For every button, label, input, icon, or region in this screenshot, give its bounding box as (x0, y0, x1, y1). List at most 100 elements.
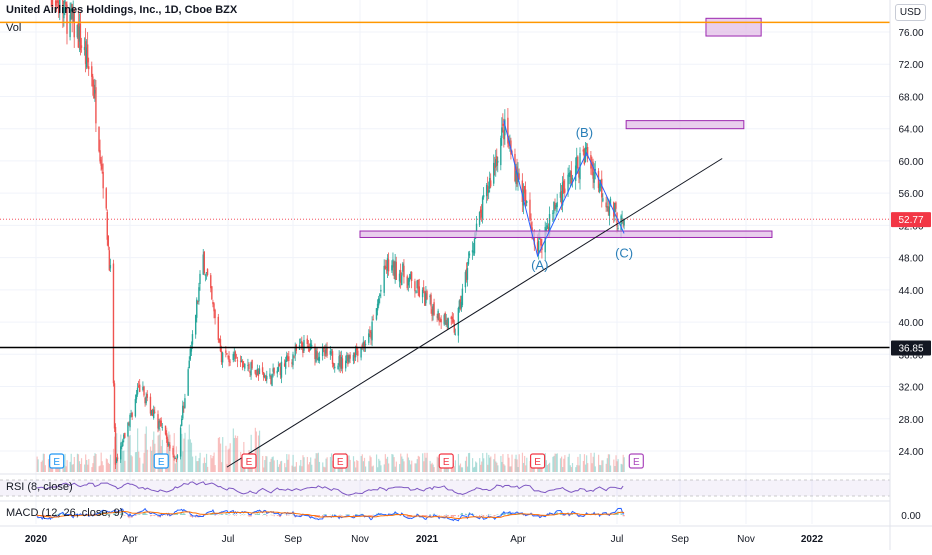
volume-bar (45, 465, 46, 472)
candle-body (205, 275, 206, 276)
volume-bar (299, 466, 300, 472)
earnings-marker-icon[interactable]: E (531, 454, 545, 468)
candle-body (433, 302, 434, 315)
candle-body (430, 295, 431, 307)
candle-body (500, 138, 501, 165)
volume-bar (230, 443, 231, 472)
price-badge-label: 36.85 (898, 343, 923, 354)
volume-bar (144, 453, 145, 472)
y-tick-label: 28.00 (898, 415, 923, 426)
volume-bar (595, 466, 596, 472)
volume-bar (519, 454, 520, 472)
trend-line[interactable] (227, 159, 722, 468)
volume-bar (590, 453, 591, 472)
volume-bar (124, 461, 125, 472)
volume-bar (462, 467, 463, 472)
earnings-marker-icon[interactable]: E (242, 454, 256, 468)
candle-body (601, 179, 602, 198)
volume-bar (548, 464, 549, 472)
volume-bar (365, 466, 366, 472)
candle-body (235, 352, 236, 359)
volume-bar (279, 464, 280, 472)
price-zone[interactable] (706, 18, 761, 36)
x-tick-label: Nov (737, 534, 755, 545)
volume-bar (109, 464, 110, 472)
macd-histogram-bar (182, 514, 183, 515)
y-tick-label: 24.00 (898, 447, 923, 458)
macd-histogram-bar (293, 514, 294, 515)
earnings-marker-icon[interactable]: E (154, 454, 168, 468)
volume-bar (377, 467, 378, 472)
candle-body (378, 298, 379, 305)
volume-bar (490, 456, 491, 472)
earnings-marker-icon[interactable]: E (629, 454, 643, 468)
macd-histogram-bar (624, 515, 625, 516)
volume-bar (99, 466, 100, 472)
volume-bar (618, 459, 619, 472)
x-tick-label: Sep (671, 534, 689, 545)
volume-bar (403, 461, 404, 472)
macd-histogram-bar (174, 514, 175, 515)
candle-body (281, 362, 282, 378)
candle-body (244, 364, 245, 369)
candle-body (189, 361, 190, 369)
volume-bar (607, 458, 608, 472)
volume-bar (177, 459, 178, 472)
volume-bar (169, 435, 170, 472)
earnings-marker-letter: E (53, 457, 60, 468)
wave-label: (A) (531, 258, 548, 273)
volume-bar (376, 454, 377, 472)
earnings-marker-icon[interactable]: E (333, 454, 347, 468)
volume-bar (272, 457, 273, 472)
volume-bar (259, 431, 260, 472)
volume-bar (274, 460, 275, 472)
y-tick-label: 44.00 (898, 286, 923, 297)
volume-bar (614, 466, 615, 472)
volume-bar (94, 453, 95, 472)
volume-bar (587, 463, 588, 472)
candle-body (124, 433, 125, 438)
volume-bar (81, 458, 82, 472)
volume-bar (416, 463, 417, 472)
macd-histogram-bar (445, 515, 446, 516)
volume-bar (425, 458, 426, 472)
price-zone[interactable] (626, 121, 744, 129)
volume-bar (92, 463, 93, 472)
earnings-marker-icon[interactable]: E (50, 454, 64, 468)
volume-bar (585, 465, 586, 472)
volume-bar (221, 462, 222, 472)
earnings-marker-icon[interactable]: E (439, 454, 453, 468)
volume-bar (301, 466, 302, 472)
price-zone[interactable] (360, 231, 772, 237)
volume-bar (601, 460, 602, 472)
macd-histogram-bar (325, 514, 326, 515)
macd-histogram-bar (263, 514, 264, 515)
volume-bar (556, 454, 557, 472)
volume-bar (80, 464, 81, 472)
volume-bar (411, 461, 412, 472)
candle-body (379, 294, 380, 296)
price-axis[interactable] (890, 0, 932, 550)
candle-body (488, 190, 489, 193)
candle-body (334, 367, 335, 369)
currency-button[interactable]: USD (895, 4, 926, 21)
volume-bar (593, 457, 594, 472)
volume-bar (215, 465, 216, 472)
volume-bar (278, 467, 279, 472)
volume-bar (549, 463, 550, 472)
earnings-marker-letter: E (337, 457, 344, 468)
volume-bar (396, 462, 397, 472)
volume-bar (568, 457, 569, 472)
candle-body (181, 419, 182, 426)
candle-body (455, 334, 456, 335)
volume-bar (599, 465, 600, 472)
volume-bar (309, 462, 310, 472)
candle-body (310, 343, 311, 349)
candle-body (349, 355, 350, 359)
candle-body (273, 368, 274, 374)
volume-bar (91, 467, 92, 472)
volume-bar (269, 462, 270, 472)
macd-histogram-bar (486, 515, 487, 516)
volume-bar (373, 466, 374, 472)
